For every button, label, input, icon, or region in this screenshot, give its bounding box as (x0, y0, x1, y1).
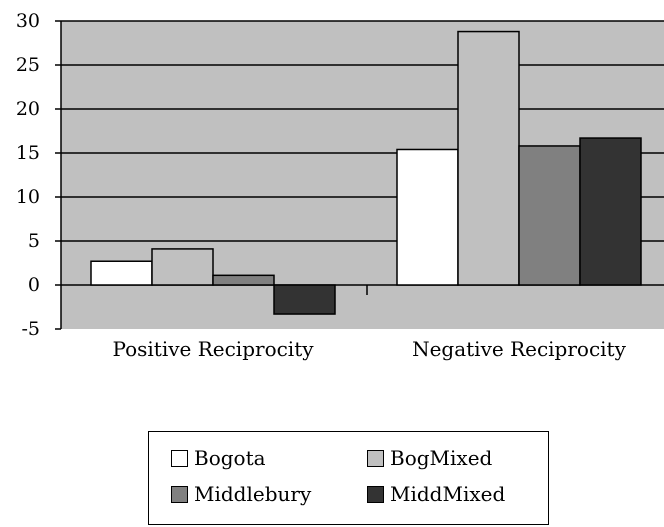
legend-item-bogmixed: BogMixed (367, 446, 492, 470)
category-labels: Positive Reciprocity Negative Reciprocity (112, 337, 626, 361)
legend-swatch-bogmixed (367, 449, 384, 467)
legend-label-middlebury: Middlebury (194, 482, 312, 506)
y-tick-label: 15 (16, 142, 40, 164)
category-label: Negative Reciprocity (412, 337, 627, 361)
bar-middmixed (579, 137, 642, 286)
y-tick-label: 0 (28, 274, 40, 296)
bar-bogmixed (457, 30, 520, 286)
bars (90, 30, 642, 315)
bar-middmixed (273, 284, 336, 315)
bar-middlebury (212, 274, 275, 286)
y-tick-label: 10 (16, 186, 40, 208)
legend-label-bogmixed: BogMixed (390, 446, 493, 470)
legend-item-middlebury: Middlebury (171, 482, 311, 506)
legend-item-bogota: Bogota (171, 446, 266, 470)
y-tick-label: 20 (16, 98, 40, 120)
bar-bogota (396, 148, 459, 286)
category-label: Positive Reciprocity (112, 337, 314, 361)
y-tick-label: 5 (28, 230, 40, 252)
y-tick-labels: -5 0 5 10 15 20 25 30 (16, 10, 40, 340)
legend-item-middmixed: MiddMixed (367, 482, 505, 506)
bar-middlebury (518, 145, 581, 286)
legend-label-bogota: Bogota (194, 446, 266, 470)
bar-bogota (90, 260, 153, 286)
legend-swatch-bogota (171, 449, 188, 467)
legend-swatch-middlebury (171, 485, 188, 503)
y-tick-label: 25 (16, 54, 40, 76)
legend-swatch-middmixed (367, 485, 384, 503)
y-tick-label: -5 (21, 318, 40, 340)
y-axis (55, 20, 368, 330)
y-tick-label: 30 (16, 10, 40, 32)
legend: Bogota BogMixed Middlebury MiddMixed (148, 431, 549, 525)
bar-bogmixed (151, 248, 214, 286)
legend-label-middmixed: MiddMixed (390, 482, 506, 506)
